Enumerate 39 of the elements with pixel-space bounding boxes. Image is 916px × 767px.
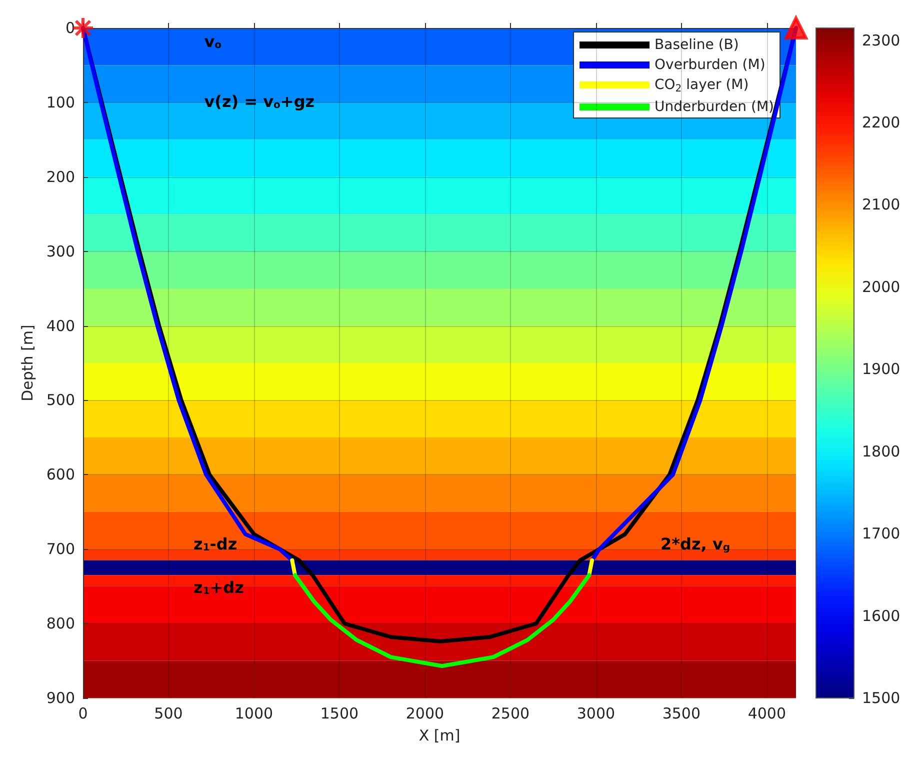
color-bar-label: 1900 xyxy=(862,360,900,378)
x-tick-label: 2500 xyxy=(491,704,530,722)
color-bar-label: 1800 xyxy=(862,442,900,460)
y-axis-title: Depth [m] xyxy=(18,324,36,402)
y-tick-label: 900 xyxy=(46,689,75,707)
y-tick-label: 500 xyxy=(46,391,75,410)
color-bar-label: 2100 xyxy=(862,196,900,214)
color-bar-label: 2000 xyxy=(862,278,900,296)
y-tick-label: 700 xyxy=(46,540,75,558)
x-tick-label: 500 xyxy=(154,704,183,722)
annotation: z1+dz xyxy=(194,578,244,597)
color-bar-label: 1600 xyxy=(862,606,900,625)
annotation: v(z) = vo+gz xyxy=(204,92,315,112)
legend-label: Underburden (M) xyxy=(654,99,774,115)
color-bar-label: 1500 xyxy=(862,689,900,707)
legend-label: Baseline (B) xyxy=(654,37,739,53)
y-tick-label: 200 xyxy=(46,168,75,186)
color-bar-label: 2300 xyxy=(862,31,900,50)
y-tick-label: 100 xyxy=(46,93,75,112)
x-tick-label: 3500 xyxy=(662,704,701,722)
y-tick-label: 600 xyxy=(46,466,75,484)
color-bar-label: 1700 xyxy=(862,524,900,543)
legend-label: Overburden (M) xyxy=(654,57,766,73)
y-tick-label: 400 xyxy=(46,316,75,335)
x-tick-label: 1500 xyxy=(320,704,359,722)
line-series xyxy=(293,573,592,668)
y-tick-label: 300 xyxy=(46,242,75,260)
x-tick-label: 3000 xyxy=(576,704,616,722)
x-axis-title: X [m] xyxy=(418,726,460,744)
x-tick-label: 0 xyxy=(78,704,88,722)
y-tick-label: 0 xyxy=(65,19,75,37)
annotation: z1-dz xyxy=(194,534,238,554)
annotation: 2*dz, vg xyxy=(660,534,730,554)
x-tick-label: 4000 xyxy=(748,704,786,722)
color-bar-label: 2200 xyxy=(862,114,900,132)
annotation: vo xyxy=(204,32,222,51)
y-tick-label: 800 xyxy=(46,614,75,633)
x-tick-label: 2000 xyxy=(406,704,444,722)
x-tick-label: 1000 xyxy=(234,704,274,722)
